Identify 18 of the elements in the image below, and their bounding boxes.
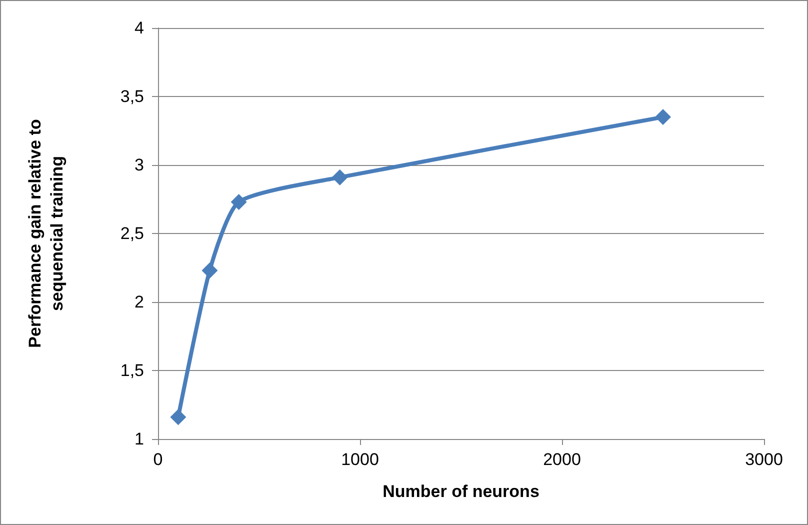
y-tick-label: 1,5 [120, 361, 144, 380]
point [170, 409, 186, 426]
point [332, 169, 348, 186]
y-tick-label: 1 [134, 430, 144, 448]
y-tick-label: 3,5 [120, 87, 144, 106]
point [230, 194, 247, 210]
x-axis-title: Number of neurons [382, 482, 540, 501]
x-tick-label: 3000 [745, 450, 783, 469]
x-tick-label: 1000 [341, 450, 379, 469]
y-tick-label: 2,5 [120, 224, 144, 243]
y-axis-title: Performance gain relative to sequencial training [26, 119, 66, 348]
y-tick-label: 4 [134, 18, 144, 38]
x-tick-label: 0 [153, 450, 163, 469]
y-tick-label: 2 [134, 292, 144, 312]
y-tick-label: 3 [134, 156, 144, 174]
point [655, 109, 671, 126]
point [202, 262, 218, 278]
x-tick-label: 2000 [543, 450, 581, 469]
